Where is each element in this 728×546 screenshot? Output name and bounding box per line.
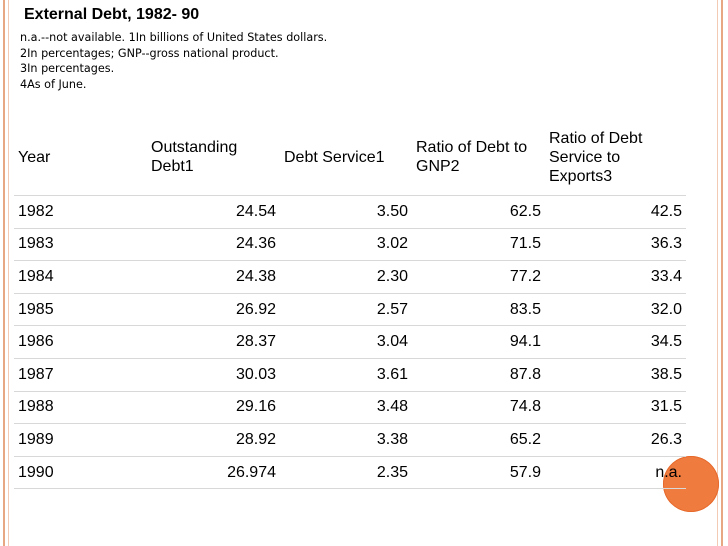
table-row: 1988 29.16 3.48 74.8 31.5 (14, 391, 686, 425)
cell-debt-service: 2.30 (280, 260, 412, 294)
cell-ratio-debt-gnp: 57.9 (412, 456, 545, 490)
header-year: Year (14, 119, 147, 196)
cell-ratio-debt-service-exports: n.a. (545, 456, 686, 490)
cell-ratio-debt-gnp: 74.8 (412, 391, 545, 425)
table-row: 1983 24.36 3.02 71.5 36.3 (14, 228, 686, 262)
table-row: 1984 24.38 2.30 77.2 33.4 (14, 260, 686, 294)
footnote: 4As of June. (20, 77, 87, 91)
left-accent-bar (3, 0, 5, 546)
table-row: 1985 26.92 2.57 83.5 32.0 (14, 293, 686, 327)
cell-debt-service: 2.35 (280, 456, 412, 490)
cell-ratio-debt-service-exports: 26.3 (545, 423, 686, 457)
table-row: 1989 28.92 3.38 65.2 26.3 (14, 423, 686, 457)
table-body: 1982 24.54 3.50 62.5 42.5 1983 24.36 3.02 71.5 36… (14, 195, 686, 490)
header-outstanding-debt: Outstanding Debt1 (147, 119, 280, 196)
cell-ratio-debt-gnp: 65.2 (412, 423, 545, 457)
table-row: 1987 30.03 3.61 87.8 38.5 (14, 358, 686, 392)
footnote: n.a.--not available. 1In billions of Uni… (20, 31, 328, 44)
cell-debt-service: 3.02 (280, 228, 412, 262)
cell-outstanding-debt: 24.36 (147, 228, 280, 262)
cell-year: 1987 (14, 358, 147, 392)
slide-title: External Debt, 1982- 90 (24, 6, 200, 23)
cell-ratio-debt-service-exports: 36.3 (545, 228, 686, 262)
cell-ratio-debt-gnp: 77.2 (412, 260, 545, 294)
right-accent-line (717, 0, 718, 546)
cell-outstanding-debt: 24.54 (147, 195, 280, 229)
cell-outstanding-debt: 28.92 (147, 423, 280, 457)
cell-ratio-debt-gnp: 94.1 (412, 325, 545, 359)
cell-debt-service: 3.48 (280, 391, 412, 425)
cell-ratio-debt-gnp: 87.8 (412, 358, 545, 392)
cell-ratio-debt-gnp: 83.5 (412, 293, 545, 327)
cell-outstanding-debt: 28.37 (147, 325, 280, 359)
cell-debt-service: 3.38 (280, 423, 412, 457)
header-ratio-debt-service-exports: Ratio of Debt Service to Exports3 (545, 119, 686, 196)
cell-debt-service: 3.04 (280, 325, 412, 359)
table-row: 1990 26.974 2.35 57.9 n.a. (14, 456, 686, 490)
cell-outstanding-debt: 26.974 (147, 456, 280, 490)
cell-outstanding-debt: 24.38 (147, 260, 280, 294)
cell-ratio-debt-service-exports: 32.0 (545, 293, 686, 327)
cell-outstanding-debt: 29.16 (147, 391, 280, 425)
cell-debt-service: 3.50 (280, 195, 412, 229)
cell-year: 1984 (14, 260, 147, 294)
table-row: 1982 24.54 3.50 62.5 42.5 (14, 195, 686, 229)
footnotes: n.a.--not available. 1In billions of Uni… (20, 30, 327, 92)
right-accent-bar (721, 0, 723, 546)
cell-ratio-debt-gnp: 62.5 (412, 195, 545, 229)
table-row: 1986 28.37 3.04 94.1 34.5 (14, 325, 686, 359)
cell-year: 1989 (14, 423, 147, 457)
cell-ratio-debt-service-exports: 38.5 (545, 358, 686, 392)
header-debt-service: Debt Service1 (280, 119, 412, 196)
cell-ratio-debt-service-exports: 33.4 (545, 260, 686, 294)
cell-outstanding-debt: 30.03 (147, 358, 280, 392)
cell-outstanding-debt: 26.92 (147, 293, 280, 327)
cell-debt-service: 3.61 (280, 358, 412, 392)
footnote: 3In percentages. (20, 62, 115, 75)
cell-ratio-debt-service-exports: 31.5 (545, 391, 686, 425)
cell-ratio-debt-service-exports: 42.5 (545, 195, 686, 229)
cell-year: 1986 (14, 325, 147, 359)
cell-year: 1990 (14, 456, 147, 490)
header-ratio-debt-gnp: Ratio of Debt to GNP2 (412, 119, 545, 196)
cell-year: 1982 (14, 195, 147, 229)
left-accent-line (8, 0, 9, 546)
cell-year: 1988 (14, 391, 147, 425)
cell-ratio-debt-gnp: 71.5 (412, 228, 545, 262)
cell-debt-service: 2.57 (280, 293, 412, 327)
external-debt-table: Year Outstanding Debt1 Debt Service1 Rat… (14, 119, 686, 490)
footnote: 2In percentages; GNP--gross national pro… (20, 46, 279, 60)
table-header-row: Year Outstanding Debt1 Debt Service1 Rat… (14, 119, 686, 196)
cell-year: 1983 (14, 228, 147, 262)
cell-year: 1985 (14, 293, 147, 327)
cell-ratio-debt-service-exports: 34.5 (545, 325, 686, 359)
